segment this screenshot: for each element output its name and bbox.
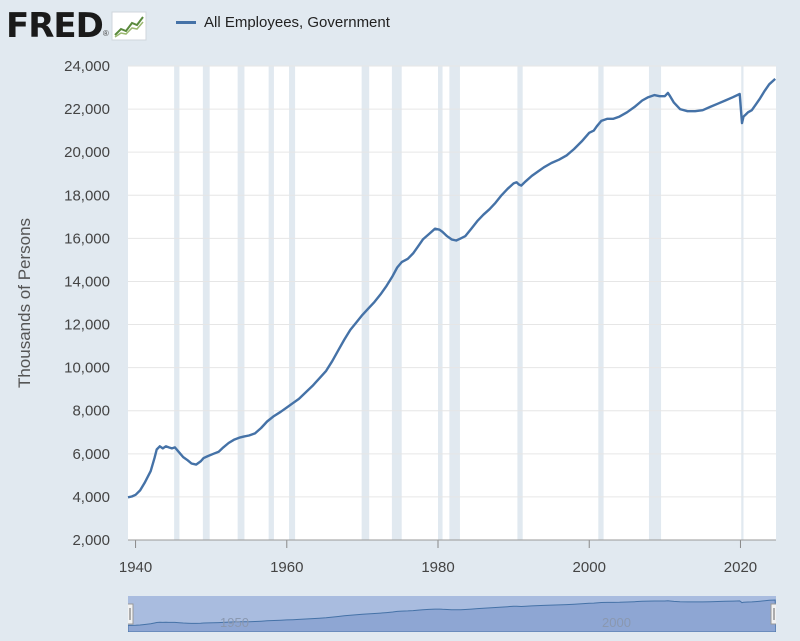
recession-band-5 (361, 66, 370, 540)
y-tick-label: 4,000 (72, 489, 110, 506)
y-tick-label: 12,000 (64, 317, 110, 334)
navigator-left-handle[interactable] (128, 603, 134, 625)
y-tick-label: 6,000 (72, 446, 110, 463)
registered-mark: ® (102, 29, 109, 38)
recession-band-8 (449, 66, 460, 540)
y-tick-label: 18,000 (64, 187, 110, 204)
x-tick-label: 1940 (119, 559, 152, 576)
recession-band-0 (174, 66, 180, 540)
x-tick-label: 2020 (724, 559, 757, 576)
recession-band-2 (237, 66, 245, 540)
legend-line-swatch (176, 21, 196, 24)
navigator-label-2000: 2000 (602, 615, 631, 630)
x-tick-label: 1980 (421, 559, 454, 576)
y-tick-label: 22,000 (64, 101, 110, 118)
header: FRED ® All Employees, Government (0, 0, 800, 48)
recession-band-1 (202, 66, 210, 540)
navigator-area (128, 599, 776, 632)
y-axis-label: Thousands of Persons (15, 218, 34, 388)
series-line-government[interactable] (127, 78, 777, 499)
logo-graph-icon (111, 11, 147, 41)
recession-band-7 (438, 66, 443, 540)
recession-band-12 (741, 66, 744, 540)
legend[interactable]: All Employees, Government (176, 14, 390, 31)
y-tick-label: 24,000 (64, 58, 110, 75)
recession-bands (174, 66, 744, 540)
logo-text: FRED (6, 6, 104, 46)
y-tick-label: 8,000 (72, 403, 110, 420)
legend-label: All Employees, Government (204, 14, 390, 31)
y-tick-label: 20,000 (64, 144, 110, 161)
recession-band-4 (289, 66, 296, 540)
recession-band-3 (268, 66, 274, 540)
x-axis: 1940 1960 1980 2000 2020 (119, 539, 776, 576)
gridlines (128, 65, 776, 541)
recession-band-6 (391, 66, 402, 540)
y-axis: 2,000 4,000 6,000 8,000 10,000 12,000 14,000 16… (64, 58, 110, 549)
navigator-label-1950: 1950 (220, 615, 249, 630)
y-tick-label: 14,000 (64, 273, 110, 290)
fred-logo[interactable]: FRED ® (6, 6, 147, 46)
y-tick-label: 10,000 (64, 360, 110, 377)
recession-band-10 (598, 66, 604, 540)
recession-band-9 (517, 66, 523, 540)
navigator-right-handle[interactable] (770, 603, 776, 625)
recession-band-11 (648, 66, 662, 540)
x-tick-label: 2000 (573, 559, 606, 576)
y-tick-label: 2,000 (72, 532, 110, 549)
range-navigator[interactable]: 1950 2000 (128, 596, 776, 632)
x-tick-label: 1960 (270, 559, 303, 576)
y-tick-label: 16,000 (64, 230, 110, 247)
